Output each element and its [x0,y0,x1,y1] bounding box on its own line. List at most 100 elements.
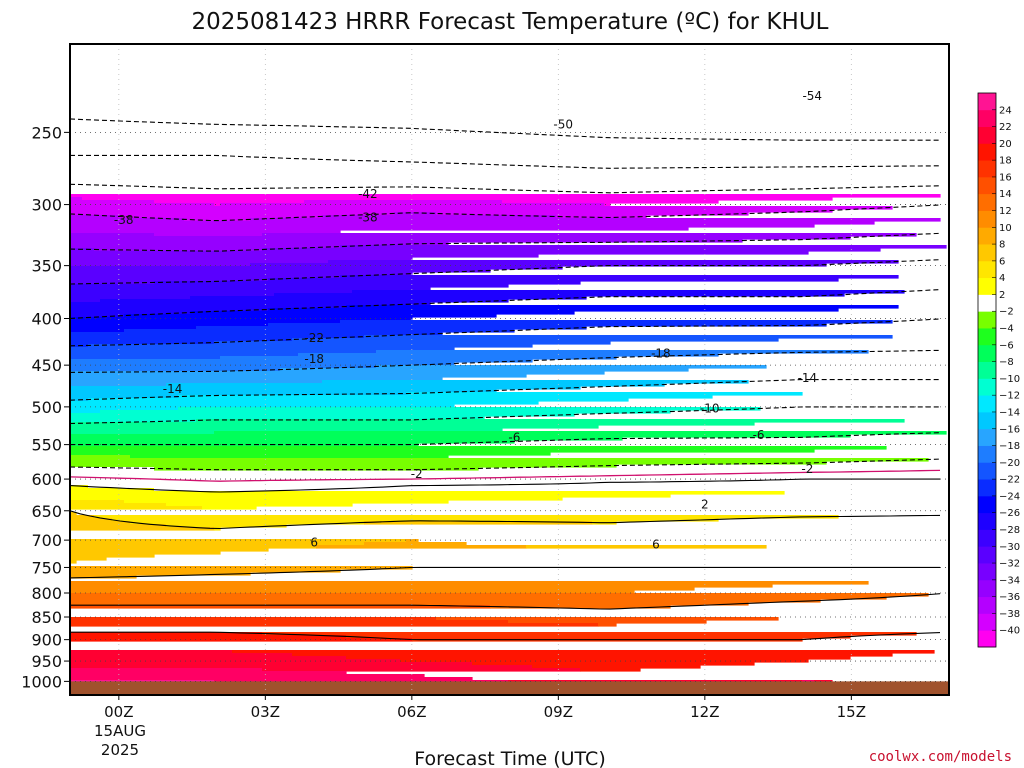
heatmap-cell [94,515,839,519]
heatmap-cell [70,326,197,330]
heatmap-cell [70,632,263,636]
heatmap-cell [130,455,449,459]
freezing-line [70,469,941,482]
y-tick-label: 450 [31,356,62,375]
heatmap-cell [70,302,431,306]
heatmap-cell [70,617,437,621]
heatmap-cell [70,620,509,624]
heatmap-cell [70,356,221,360]
contour-label: -50 [553,117,573,131]
contour-label: 6 [652,538,660,552]
colorbar-frame [977,92,997,648]
colorbar-label: −36 [999,592,1020,603]
heatmap-cell [70,404,455,408]
x-date-label: 15AUG [94,722,146,740]
heatmap-cell [70,584,773,588]
colorbar-label: −12 [999,391,1020,402]
heatmap-cell [70,272,413,276]
y-tick-label: 1000 [21,672,62,691]
heatmap-cell [70,389,497,393]
y-tick-label: 950 [31,652,62,671]
colorbar-swatch [978,328,996,346]
heatmap-cell [70,467,155,471]
heatmap-cell [70,299,101,303]
heatmap-cell [70,317,413,321]
heatmap-cell [280,368,689,372]
heatmap-cell [166,503,353,507]
heatmap-cell [436,212,749,216]
heatmap-cell [70,581,869,585]
contour-line [70,204,941,222]
y-tick-label: 500 [31,398,62,417]
heatmap-cell [70,236,851,240]
contour-label: -22 [304,331,324,345]
heatmap-cell [220,203,605,207]
colorbar-label: 24 [999,105,1012,116]
contour-label: -14 [798,371,818,385]
heatmap-cell [70,431,215,435]
contour-line [70,379,940,401]
contour-label: -6 [508,430,520,444]
heatmap-cell [70,602,749,606]
heatmap-cell [70,194,941,198]
heatmap-cell [340,320,893,324]
contour-line [70,478,940,493]
y-tick-label: 400 [31,310,62,329]
heatmap-cell [70,524,167,528]
heatmap-cell [214,341,611,345]
y-tick-label: 300 [31,196,62,215]
heatmap-cell [70,329,125,333]
heatmap-cell [502,200,719,204]
heatmap-cell [70,557,107,561]
heatmap-cell [154,233,263,237]
heatmap-cell [70,260,329,264]
heatmap-cell [70,212,395,216]
heatmap-cell [70,224,815,228]
heatmap-cell [70,206,893,210]
contour-line [70,118,940,141]
heatmap-cell [268,323,827,327]
heatmap-cell [70,353,299,357]
x-tick-label: 09Z [544,703,573,721]
heatmap-cell [70,593,929,597]
heatmap-cell [70,290,353,294]
heatmap-cell [70,440,515,444]
heatmap-cell [262,632,917,636]
colorbar-label: −4 [999,324,1014,335]
heatmap-cell [70,539,407,543]
colorbar-label: −40 [999,626,1020,637]
contour-line [70,232,941,252]
x-tick-label: 03Z [251,703,280,721]
contour-label: -18 [304,352,324,366]
colorbar-label: 8 [999,240,1005,251]
heatmap-cell [70,359,533,363]
colorbar-label: −38 [999,609,1020,620]
heatmap-cell [328,260,899,264]
colorbar-label: 20 [999,139,1012,150]
heatmap-cell [70,452,551,456]
heatmap-cell [70,386,581,390]
colorbar-label: −14 [999,407,1020,418]
heatmap-cell [70,338,293,342]
heatmap-cell [70,437,623,441]
colorbar-swatch [978,311,996,329]
heatmap-cell [94,248,263,252]
heatmap-cell [88,485,395,489]
x-tick-label: 15Z [837,703,866,721]
heatmap-cell [70,401,539,405]
heatmap-cell [70,623,599,627]
heatmap-cell [70,254,539,258]
heatmap-cell [70,233,155,237]
heatmap-cell [70,545,317,549]
heatmap-cell [250,218,941,222]
contour-line [70,458,941,471]
heatmap-cell [70,455,131,459]
heatmap-cell [70,218,185,222]
heatmap-cell [82,197,833,201]
colorbar-swatch [978,361,996,379]
y-axis: 250 300 350 400 450 500 550 600 650 700 750 800 850 9… [21,123,70,691]
contour-label: -2 [801,462,813,476]
heatmap-cell [154,467,479,471]
colorbar-swatch [978,193,996,211]
